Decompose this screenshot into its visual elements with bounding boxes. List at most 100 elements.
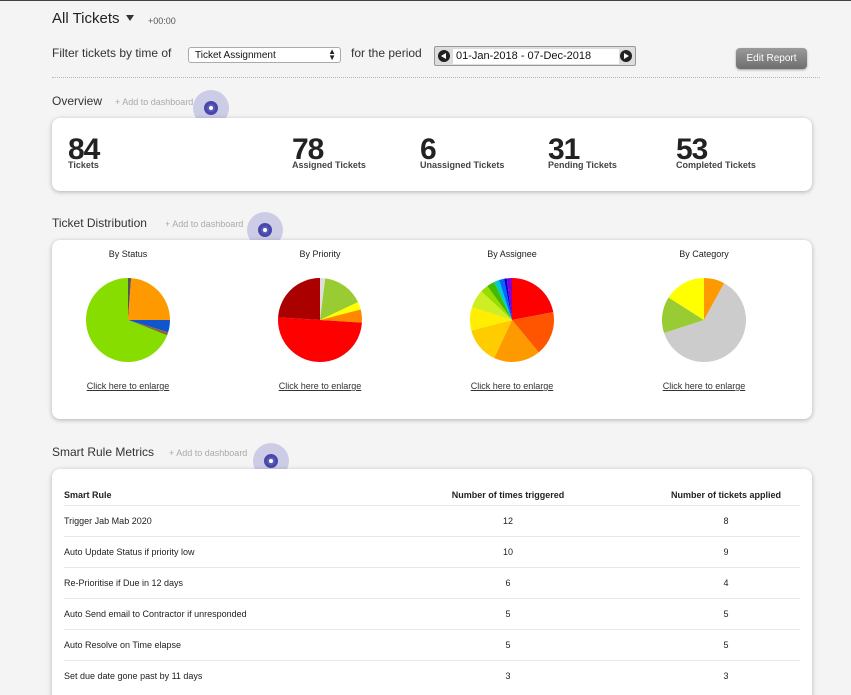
- times-triggered: 6: [364, 566, 652, 598]
- stat-label: Completed Tickets: [676, 160, 756, 170]
- pie-slice[interactable]: [128, 278, 132, 320]
- stat-value: 78: [292, 133, 324, 166]
- pie-chart-priority[interactable]: [277, 277, 363, 363]
- column-header-times-triggered[interactable]: Number of times triggered: [364, 485, 652, 506]
- distribution-card: By Status Click here to enlarge By Prior…: [52, 240, 812, 419]
- stat-value: 6: [420, 133, 437, 166]
- pie-title: By Category: [679, 249, 729, 259]
- smart-rules-add-to-dashboard-link[interactable]: + Add to dashboard: [169, 448, 248, 458]
- pie-slice[interactable]: [278, 278, 320, 320]
- tickets-applied: 3: [652, 659, 800, 691]
- distribution-title: Ticket Distribution: [52, 216, 147, 230]
- divider: [52, 77, 820, 78]
- pie-slice[interactable]: [662, 297, 704, 333]
- date-range-picker[interactable]: 01-Jan-2018 - 07-Dec-2018: [434, 46, 636, 66]
- stat-unassigned-tickets: 6 Unassigned Tickets: [420, 133, 505, 171]
- stat-tickets: 84 Tickets: [68, 133, 100, 171]
- stat-label: Unassigned Tickets: [420, 160, 505, 170]
- smart-rules-card: Smart Rule Number of times triggered Num…: [52, 469, 812, 695]
- table-row: Re-Prioritise if Due in 12 days 6 4: [64, 566, 800, 598]
- stat-label: Pending Tickets: [548, 160, 617, 170]
- table-row: Auto Resolve on Time elapse 5 5: [64, 628, 800, 660]
- times-triggered: 5: [364, 597, 652, 629]
- pie-slice[interactable]: [277, 317, 362, 363]
- pie-slice[interactable]: [320, 278, 358, 320]
- pie-slice[interactable]: [470, 307, 512, 331]
- pie-slice[interactable]: [664, 283, 747, 363]
- column-header-smart-rule[interactable]: Smart Rule: [64, 485, 364, 506]
- title-dropdown-caret-icon[interactable]: [126, 15, 134, 21]
- pie-slice[interactable]: [128, 320, 169, 336]
- next-period-icon[interactable]: [620, 50, 632, 62]
- filter-label: Filter tickets by time of: [52, 46, 172, 60]
- pie-chart-status[interactable]: [85, 277, 171, 363]
- pie-slice[interactable]: [481, 286, 512, 320]
- table-row: Trigger Jab Mab 2020 12 8: [64, 504, 800, 536]
- tickets-applied: 9: [652, 535, 800, 567]
- date-range-input[interactable]: 01-Jan-2018 - 07-Dec-2018: [453, 49, 619, 64]
- stat-value: 53: [676, 133, 708, 166]
- pie-by-assignee: By Assignee Click here to enlarge: [436, 240, 588, 394]
- table-row: Set due date gone past by 11 days 3 3: [64, 659, 800, 691]
- pie-slice[interactable]: [499, 278, 512, 320]
- pie-slice[interactable]: [494, 320, 539, 362]
- column-header-tickets-applied[interactable]: Number of tickets applied: [652, 485, 800, 506]
- times-triggered: 10: [364, 535, 652, 567]
- stat-label: Assigned Tickets: [292, 160, 366, 170]
- overview-card: 84 Tickets 78 Assigned Tickets 6 Unassig…: [52, 118, 812, 191]
- pie-chart-assignee[interactable]: [469, 277, 555, 363]
- enlarge-link-priority[interactable]: Click here to enlarge: [278, 381, 362, 391]
- page-title[interactable]: All Tickets: [52, 10, 120, 27]
- stat-value: 84: [68, 133, 100, 166]
- pie-slice[interactable]: [86, 278, 168, 362]
- stat-pending-tickets: 31 Pending Tickets: [548, 135, 617, 171]
- stat-completed-tickets: 53 Completed Tickets: [676, 133, 756, 171]
- enlarge-link-category[interactable]: Click here to enlarge: [662, 381, 746, 391]
- pie-by-priority: By Priority Click here to enlarge: [244, 240, 396, 394]
- times-triggered: 3: [364, 659, 652, 691]
- enlarge-link-assignee[interactable]: Click here to enlarge: [470, 381, 554, 391]
- pie-chart-category[interactable]: [661, 277, 747, 363]
- stat-label: Tickets: [68, 160, 99, 170]
- overview-add-to-dashboard-link[interactable]: + Add to dashboard: [115, 97, 194, 107]
- table-header-row: Smart Rule Number of times triggered Num…: [64, 485, 800, 506]
- edit-report-button[interactable]: Edit Report: [736, 48, 807, 69]
- period-label: for the period: [351, 46, 422, 60]
- pie-slice[interactable]: [487, 282, 512, 320]
- timezone-label: +00:00: [148, 16, 176, 26]
- table-row: Auto Update Status if priority low 10 9: [64, 535, 800, 567]
- stat-assigned-tickets: 78 Assigned Tickets: [292, 133, 366, 171]
- pie-by-category: By Category Click here to enlarge: [628, 240, 780, 394]
- time-of-select-value: Ticket Assignment: [195, 50, 276, 61]
- pie-slice[interactable]: [512, 312, 555, 353]
- smart-rules-table: Smart Rule Number of times triggered Num…: [64, 485, 800, 691]
- distribution-add-to-dashboard-link[interactable]: + Add to dashboard: [165, 219, 244, 229]
- pie-slice[interactable]: [472, 291, 512, 320]
- pie-slice[interactable]: [494, 280, 512, 320]
- pie-slice[interactable]: [471, 320, 512, 358]
- rule-name: Auto Resolve on Time elapse: [64, 628, 364, 660]
- pie-slice[interactable]: [504, 278, 512, 320]
- time-of-select[interactable]: Ticket Assignment ▲ ▼: [188, 47, 341, 63]
- pie-slice[interactable]: [320, 309, 363, 323]
- table-row: Auto Send email to Contractor if unrespo…: [64, 597, 800, 629]
- pie-slice[interactable]: [704, 278, 725, 320]
- pie-slice[interactable]: [668, 278, 704, 320]
- pie-slice[interactable]: [128, 320, 170, 333]
- rule-name: Re-Prioritise if Due in 12 days: [64, 566, 364, 598]
- pie-slice[interactable]: [128, 278, 170, 320]
- pie-slice[interactable]: [320, 302, 361, 320]
- enlarge-link-status[interactable]: Click here to enlarge: [86, 381, 170, 391]
- rule-name: Trigger Jab Mab 2020: [64, 504, 364, 536]
- tickets-applied: 5: [652, 597, 800, 629]
- pie-by-status: By Status Click here to enlarge: [52, 240, 204, 394]
- times-triggered: 12: [364, 504, 652, 536]
- pie-slice[interactable]: [512, 278, 554, 320]
- previous-period-icon[interactable]: [438, 50, 450, 62]
- pie-slice[interactable]: [320, 278, 326, 320]
- times-triggered: 5: [364, 628, 652, 660]
- pie-title: By Priority: [299, 249, 341, 259]
- smart-rules-title: Smart Rule Metrics: [52, 445, 155, 459]
- tickets-applied: 4: [652, 566, 800, 598]
- pie-slice[interactable]: [506, 278, 512, 320]
